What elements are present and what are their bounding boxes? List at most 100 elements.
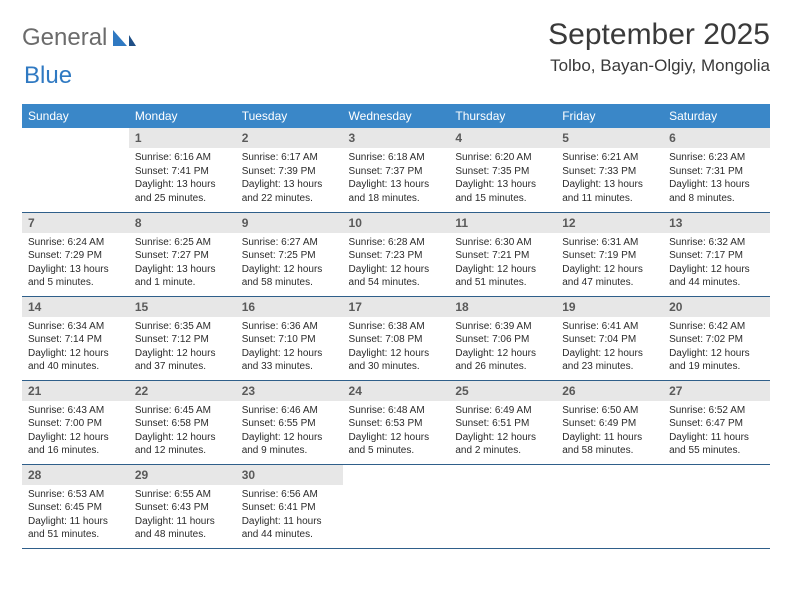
day-details: Sunrise: 6:50 AMSunset: 6:49 PMDaylight:… (556, 401, 663, 463)
calendar-table: Sunday Monday Tuesday Wednesday Thursday… (22, 104, 770, 549)
weekday-header: Tuesday (236, 104, 343, 128)
calendar-week-row: 14Sunrise: 6:34 AMSunset: 7:14 PMDayligh… (22, 296, 770, 380)
calendar-day-cell: 25Sunrise: 6:49 AMSunset: 6:51 PMDayligh… (449, 380, 556, 464)
calendar-day-cell: 23Sunrise: 6:46 AMSunset: 6:55 PMDayligh… (236, 380, 343, 464)
daylight-line: Daylight: 12 hours and 37 minutes. (135, 347, 230, 374)
sunset-line: Sunset: 7:06 PM (455, 333, 550, 347)
brand-word-1: General (22, 24, 107, 52)
calendar-day-cell: 12Sunrise: 6:31 AMSunset: 7:19 PMDayligh… (556, 212, 663, 296)
day-number: 16 (236, 297, 343, 317)
calendar-day-cell: 29Sunrise: 6:55 AMSunset: 6:43 PMDayligh… (129, 464, 236, 548)
sunrise-line: Sunrise: 6:32 AM (669, 236, 764, 250)
calendar-day-cell: 26Sunrise: 6:50 AMSunset: 6:49 PMDayligh… (556, 380, 663, 464)
sunset-line: Sunset: 7:14 PM (28, 333, 123, 347)
sunrise-line: Sunrise: 6:49 AM (455, 404, 550, 418)
calendar-day-cell: 11Sunrise: 6:30 AMSunset: 7:21 PMDayligh… (449, 212, 556, 296)
day-number: 11 (449, 213, 556, 233)
day-number: 8 (129, 213, 236, 233)
calendar-day-cell (22, 128, 129, 212)
sunrise-line: Sunrise: 6:34 AM (28, 320, 123, 334)
sunrise-line: Sunrise: 6:46 AM (242, 404, 337, 418)
day-details: Sunrise: 6:55 AMSunset: 6:43 PMDaylight:… (129, 485, 236, 547)
brand-word-2: Blue (24, 62, 72, 90)
day-details: Sunrise: 6:17 AMSunset: 7:39 PMDaylight:… (236, 148, 343, 210)
sunset-line: Sunset: 7:17 PM (669, 249, 764, 263)
calendar-day-cell: 28Sunrise: 6:53 AMSunset: 6:45 PMDayligh… (22, 464, 129, 548)
daylight-line: Daylight: 12 hours and 2 minutes. (455, 431, 550, 458)
sunset-line: Sunset: 7:23 PM (349, 249, 444, 263)
daylight-line: Daylight: 13 hours and 8 minutes. (669, 178, 764, 205)
sunset-line: Sunset: 7:27 PM (135, 249, 230, 263)
calendar-day-cell: 5Sunrise: 6:21 AMSunset: 7:33 PMDaylight… (556, 128, 663, 212)
calendar-day-cell (663, 464, 770, 548)
calendar-day-cell: 7Sunrise: 6:24 AMSunset: 7:29 PMDaylight… (22, 212, 129, 296)
calendar-day-cell: 1Sunrise: 6:16 AMSunset: 7:41 PMDaylight… (129, 128, 236, 212)
sunset-line: Sunset: 7:35 PM (455, 165, 550, 179)
sunrise-line: Sunrise: 6:17 AM (242, 151, 337, 165)
day-number: 2 (236, 128, 343, 148)
day-number (343, 465, 450, 485)
sunrise-line: Sunrise: 6:20 AM (455, 151, 550, 165)
weekday-header: Wednesday (343, 104, 450, 128)
sunset-line: Sunset: 7:39 PM (242, 165, 337, 179)
sunset-line: Sunset: 6:58 PM (135, 417, 230, 431)
calendar-day-cell: 21Sunrise: 6:43 AMSunset: 7:00 PMDayligh… (22, 380, 129, 464)
day-details: Sunrise: 6:30 AMSunset: 7:21 PMDaylight:… (449, 233, 556, 295)
calendar-day-cell: 16Sunrise: 6:36 AMSunset: 7:10 PMDayligh… (236, 296, 343, 380)
calendar-day-cell: 24Sunrise: 6:48 AMSunset: 6:53 PMDayligh… (343, 380, 450, 464)
day-details: Sunrise: 6:23 AMSunset: 7:31 PMDaylight:… (663, 148, 770, 210)
daylight-line: Daylight: 12 hours and 12 minutes. (135, 431, 230, 458)
day-details: Sunrise: 6:39 AMSunset: 7:06 PMDaylight:… (449, 317, 556, 379)
day-number: 7 (22, 213, 129, 233)
day-number: 22 (129, 381, 236, 401)
daylight-line: Daylight: 12 hours and 54 minutes. (349, 263, 444, 290)
calendar-week-row: 28Sunrise: 6:53 AMSunset: 6:45 PMDayligh… (22, 464, 770, 548)
daylight-line: Daylight: 12 hours and 44 minutes. (669, 263, 764, 290)
sunrise-line: Sunrise: 6:39 AM (455, 320, 550, 334)
daylight-line: Daylight: 11 hours and 58 minutes. (562, 431, 657, 458)
daylight-line: Daylight: 11 hours and 55 minutes. (669, 431, 764, 458)
daylight-line: Daylight: 12 hours and 40 minutes. (28, 347, 123, 374)
day-details: Sunrise: 6:35 AMSunset: 7:12 PMDaylight:… (129, 317, 236, 379)
day-details: Sunrise: 6:45 AMSunset: 6:58 PMDaylight:… (129, 401, 236, 463)
sunset-line: Sunset: 6:43 PM (135, 501, 230, 515)
day-details: Sunrise: 6:31 AMSunset: 7:19 PMDaylight:… (556, 233, 663, 295)
weekday-header: Sunday (22, 104, 129, 128)
day-number: 20 (663, 297, 770, 317)
day-number (22, 128, 129, 148)
sunrise-line: Sunrise: 6:28 AM (349, 236, 444, 250)
daylight-line: Daylight: 13 hours and 18 minutes. (349, 178, 444, 205)
weekday-header: Saturday (663, 104, 770, 128)
sunrise-line: Sunrise: 6:43 AM (28, 404, 123, 418)
sunset-line: Sunset: 6:49 PM (562, 417, 657, 431)
sunset-line: Sunset: 7:37 PM (349, 165, 444, 179)
sunrise-line: Sunrise: 6:48 AM (349, 404, 444, 418)
calendar-day-cell: 9Sunrise: 6:27 AMSunset: 7:25 PMDaylight… (236, 212, 343, 296)
calendar-week-row: 1Sunrise: 6:16 AMSunset: 7:41 PMDaylight… (22, 128, 770, 212)
sunset-line: Sunset: 7:25 PM (242, 249, 337, 263)
daylight-line: Daylight: 13 hours and 25 minutes. (135, 178, 230, 205)
day-details: Sunrise: 6:21 AMSunset: 7:33 PMDaylight:… (556, 148, 663, 210)
sunrise-line: Sunrise: 6:18 AM (349, 151, 444, 165)
day-number: 10 (343, 213, 450, 233)
day-number: 30 (236, 465, 343, 485)
daylight-line: Daylight: 12 hours and 9 minutes. (242, 431, 337, 458)
sunrise-line: Sunrise: 6:50 AM (562, 404, 657, 418)
location-text: Tolbo, Bayan-Olgiy, Mongolia (548, 56, 770, 76)
day-number: 14 (22, 297, 129, 317)
day-details: Sunrise: 6:34 AMSunset: 7:14 PMDaylight:… (22, 317, 129, 379)
calendar-day-cell: 19Sunrise: 6:41 AMSunset: 7:04 PMDayligh… (556, 296, 663, 380)
day-number: 24 (343, 381, 450, 401)
sunrise-line: Sunrise: 6:21 AM (562, 151, 657, 165)
sunrise-line: Sunrise: 6:38 AM (349, 320, 444, 334)
day-number: 18 (449, 297, 556, 317)
day-number: 6 (663, 128, 770, 148)
calendar-day-cell (449, 464, 556, 548)
sunrise-line: Sunrise: 6:36 AM (242, 320, 337, 334)
weekday-header: Friday (556, 104, 663, 128)
sail-icon (111, 28, 137, 48)
daylight-line: Daylight: 11 hours and 48 minutes. (135, 515, 230, 542)
daylight-line: Daylight: 13 hours and 5 minutes. (28, 263, 123, 290)
day-details: Sunrise: 6:42 AMSunset: 7:02 PMDaylight:… (663, 317, 770, 379)
day-details: Sunrise: 6:16 AMSunset: 7:41 PMDaylight:… (129, 148, 236, 210)
